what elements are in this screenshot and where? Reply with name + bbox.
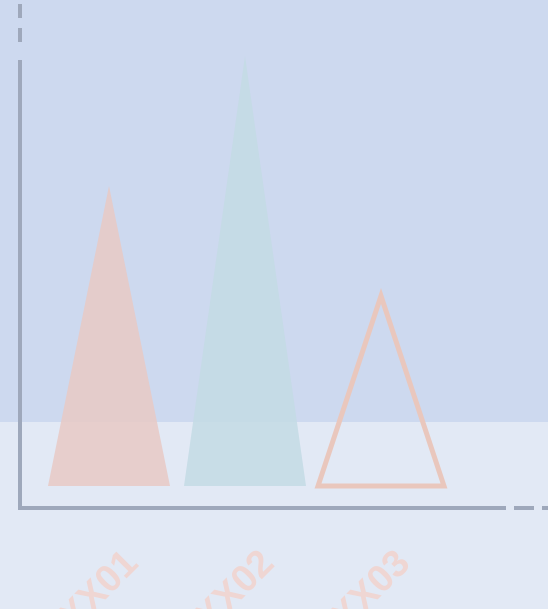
- axes: [18, 4, 548, 510]
- bar-xx02: [184, 56, 306, 486]
- bar-xx03: [314, 288, 448, 489]
- bar-series: [48, 56, 448, 489]
- bar-xx01: [48, 186, 170, 486]
